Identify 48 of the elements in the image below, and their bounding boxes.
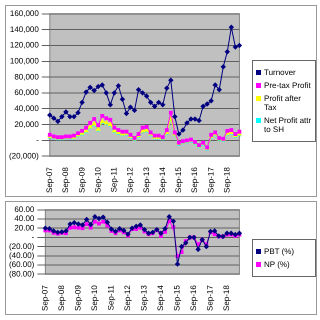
legend-label: Pre-tax Profit	[264, 81, 311, 90]
y-tick-label: 60,000	[14, 88, 40, 98]
x-tick-label: Sep-16	[190, 166, 200, 193]
legend-label: Profit after Tax	[264, 94, 302, 112]
y-tick-label: 80,000	[14, 72, 40, 82]
legend-label: Net Profit attr to SH	[264, 116, 312, 134]
x-tick-label: Sep-18	[222, 284, 232, 311]
x-tick-label: Sep-09	[74, 284, 83, 311]
x-tick-label: Sep-17	[206, 284, 215, 311]
legend-label: PBT (%)	[264, 247, 294, 256]
y-tick-label: 140,000	[10, 24, 40, 34]
y-tick-label: 100,000	[10, 56, 40, 66]
x-tick-label: Sep-16	[189, 284, 198, 311]
y-tick-label: 160,000	[10, 9, 40, 18]
x-tick-label: Sep-11	[106, 284, 116, 310]
y-tick-label: 40.00	[14, 214, 35, 224]
y-tick-label: 60.00	[14, 205, 35, 214]
legend-label: Turnover	[264, 68, 296, 77]
x-tick-label: Sep-15	[174, 166, 184, 193]
x-tick-label: Sep-18	[222, 166, 232, 193]
x-tick-label: Sep-14	[158, 166, 167, 193]
y-tick-label: -	[32, 232, 35, 242]
x-tick-label: Sep-12	[126, 166, 135, 193]
y-tick-label: (60.00)	[8, 260, 35, 270]
y-tick-label: (20.00)	[8, 242, 35, 251]
x-tick-label: Sep-17	[206, 166, 216, 193]
y-tick-label: 120,000	[10, 40, 40, 50]
x-tick-label: Sep-12	[123, 284, 132, 311]
x-tick-label: Sep-10	[93, 166, 102, 193]
y-tick-label: 20.00	[14, 223, 35, 232]
x-tick-label: Sep-15	[172, 284, 182, 311]
legend-label: NP (%)	[264, 260, 290, 269]
y-tick-label: (20,000)	[9, 151, 40, 160]
y-tick-label: 40,000	[14, 104, 40, 113]
x-tick-label: Sep-08	[57, 284, 66, 311]
x-tick-label: Sep-11	[110, 166, 119, 192]
y-tick-label: (80.00)	[8, 269, 35, 278]
y-tick-label: 20,000	[14, 120, 40, 129]
x-tick-label: Sep-10	[90, 284, 100, 311]
x-tick-label: Sep-07	[40, 284, 50, 311]
x-tick-label: Sep-07	[45, 166, 54, 193]
x-tick-label: Sep-08	[61, 166, 70, 193]
x-tick-label: Sep-09	[77, 166, 86, 193]
x-tick-label: Sep-13	[140, 284, 149, 311]
y-tick-label: -	[36, 136, 40, 145]
x-tick-label: Sep-13	[142, 166, 151, 193]
x-tick-label: Sep-14	[156, 284, 166, 311]
y-tick-label: (40.00)	[8, 251, 35, 260]
